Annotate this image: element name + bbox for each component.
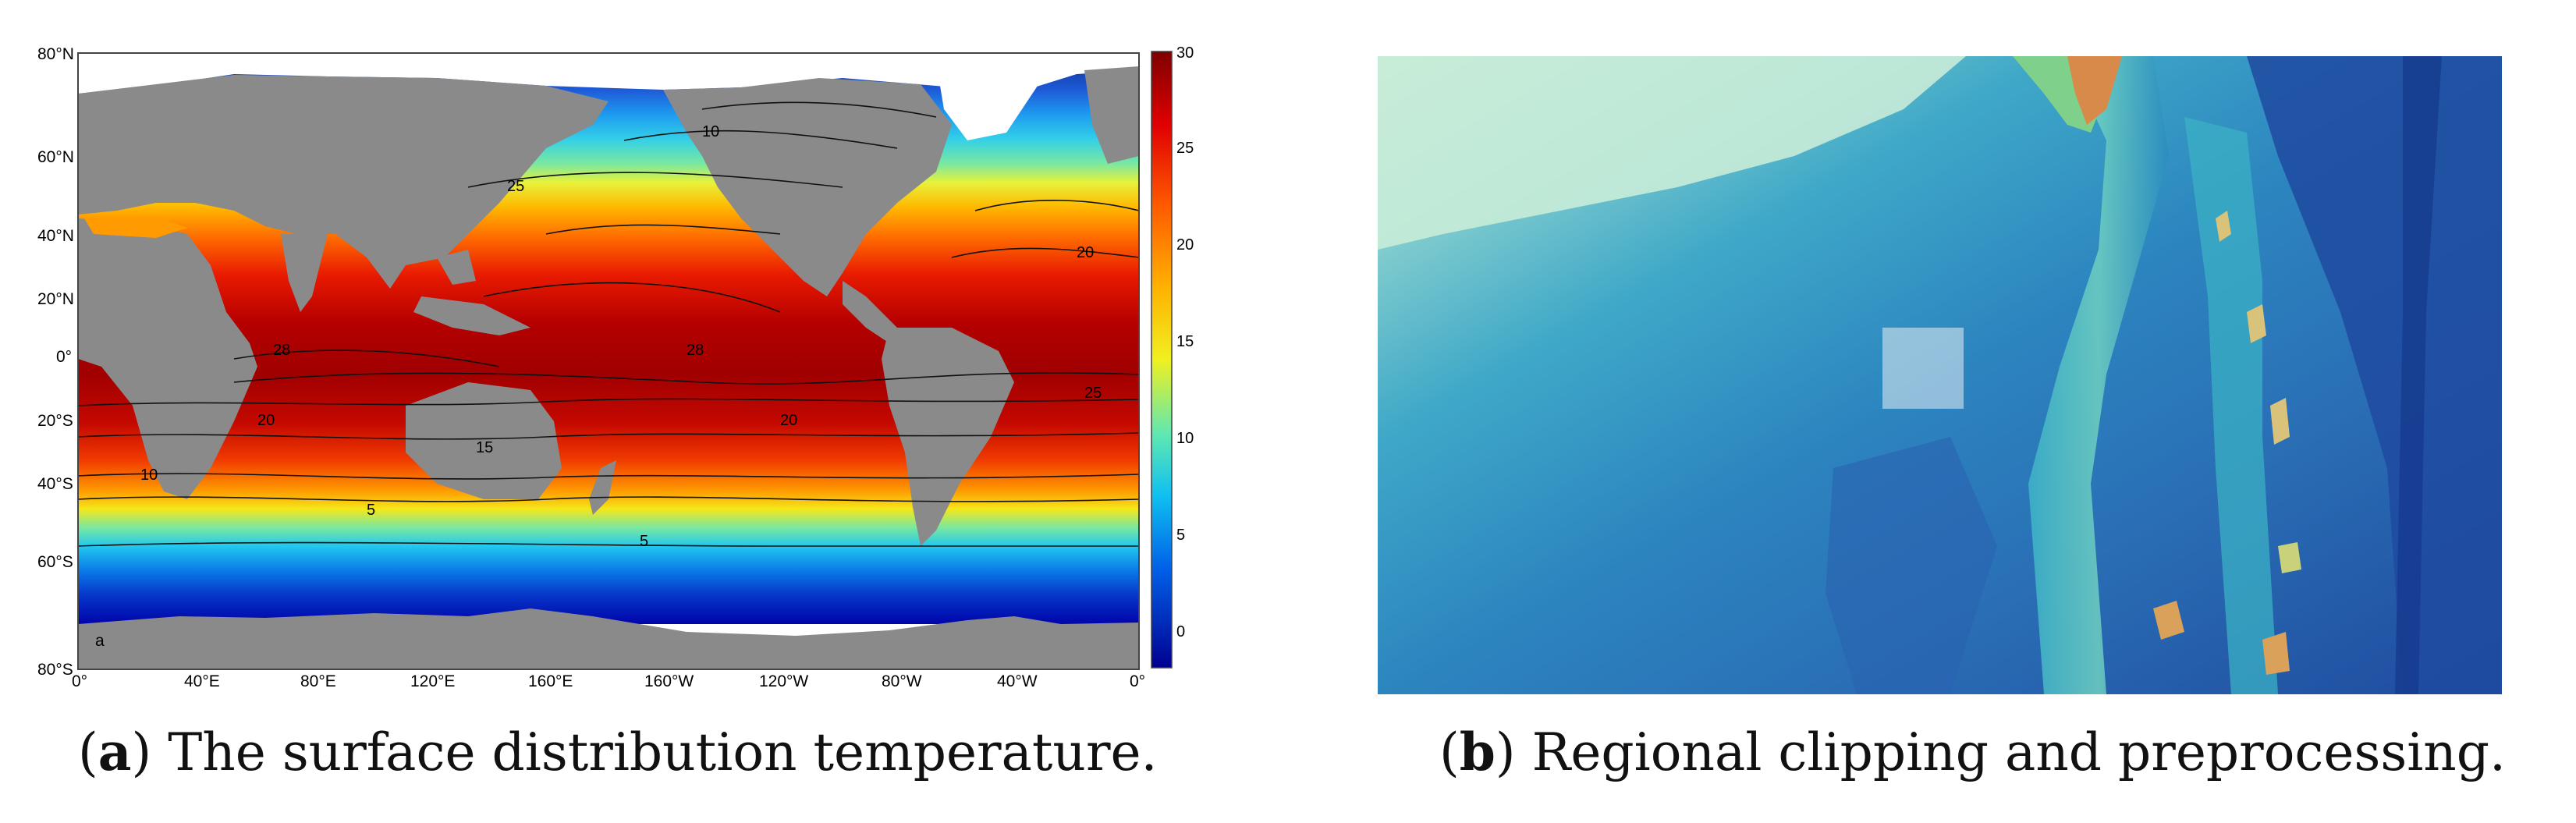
lon-tick-label: 80°E bbox=[300, 672, 336, 690]
colorbar-tick-label: 10 bbox=[1176, 430, 1194, 447]
colorbar-tick-label: 0 bbox=[1176, 623, 1185, 640]
panel-b bbox=[1378, 56, 2502, 694]
lon-tick-label: 40°W bbox=[997, 672, 1038, 690]
contour-label: 28 bbox=[687, 342, 704, 359]
lon-tick-label: 0° bbox=[1130, 672, 1145, 690]
lat-tick-label: 20°N bbox=[37, 290, 74, 308]
lat-tick-label: 80°N bbox=[37, 45, 74, 63]
lon-tick-label: 120°W bbox=[759, 672, 808, 690]
contour-label: 20 bbox=[1077, 244, 1094, 261]
colorbar bbox=[1151, 51, 1173, 669]
selected-region-square bbox=[1882, 328, 1964, 409]
lat-tick-label: 60°S bbox=[37, 553, 73, 571]
panel-inset-letter: a bbox=[95, 632, 105, 650]
caption-a-letter: a bbox=[98, 722, 132, 782]
colorbar-tick-label: 15 bbox=[1176, 333, 1194, 350]
bathymetry-map bbox=[1378, 56, 2502, 694]
contour-label: 25 bbox=[507, 178, 524, 195]
map-frame bbox=[77, 52, 1140, 670]
colorbar-tick-label: 30 bbox=[1176, 44, 1194, 62]
colorbar-ticks: 30 25 20 15 10 5 0 bbox=[1176, 44, 1194, 640]
panel-a: 10 5 20 15 25 28 28 20 10 20 25 5 a 80°N… bbox=[37, 44, 1194, 690]
contour-label: 28 bbox=[273, 342, 290, 359]
contour-label: 10 bbox=[702, 123, 719, 140]
lon-tick-label: 0° bbox=[72, 672, 87, 690]
caption-b-letter: b bbox=[1459, 722, 1496, 782]
colorbar-tick-label: 20 bbox=[1176, 236, 1194, 254]
colorbar-tick-label: 25 bbox=[1176, 140, 1194, 157]
lat-tick-label: 60°N bbox=[37, 148, 74, 166]
colorbar-tick-label: 5 bbox=[1176, 527, 1185, 544]
lon-tick-label: 160°E bbox=[528, 672, 573, 690]
lon-tick-label: 40°E bbox=[184, 672, 220, 690]
contour-label: 15 bbox=[476, 439, 493, 456]
latitude-axis: 80°N 60°N 40°N 20°N 0° 20°S 40°S 60°S 80… bbox=[37, 45, 74, 679]
contour-lines bbox=[78, 101, 1139, 547]
contour-label: 5 bbox=[367, 502, 375, 519]
contour-label: 10 bbox=[140, 466, 158, 484]
contour-label: 5 bbox=[640, 533, 648, 550]
sst-map bbox=[78, 53, 1139, 669]
contour-label: 20 bbox=[257, 412, 275, 429]
lon-tick-label: 120°E bbox=[410, 672, 455, 690]
contour-value-labels: 10 5 20 15 25 28 28 20 10 20 25 5 bbox=[140, 123, 1102, 550]
lat-tick-label: 20°S bbox=[37, 412, 73, 430]
lon-tick-label: 80°W bbox=[882, 672, 922, 690]
caption-b-text: Regional clipping and preprocessing. bbox=[1531, 722, 2507, 782]
lat-tick-label: 40°N bbox=[37, 227, 74, 245]
lat-tick-label: 80°S bbox=[37, 661, 73, 679]
caption-a: (a) The surface distribution temperature… bbox=[78, 722, 1158, 782]
contour-label: 25 bbox=[1084, 385, 1102, 402]
lat-tick-label: 40°S bbox=[37, 475, 73, 493]
caption-a-text: The surface distribution temperature. bbox=[168, 722, 1158, 782]
contour-label: 20 bbox=[780, 412, 797, 429]
lon-tick-label: 160°W bbox=[644, 672, 694, 690]
caption-b: (b) Regional clipping and preprocessing. bbox=[1439, 722, 2507, 782]
longitude-axis: 0° 40°E 80°E 120°E 160°E 160°W 120°W 80°… bbox=[72, 672, 1145, 690]
lat-tick-label: 0° bbox=[56, 348, 72, 366]
